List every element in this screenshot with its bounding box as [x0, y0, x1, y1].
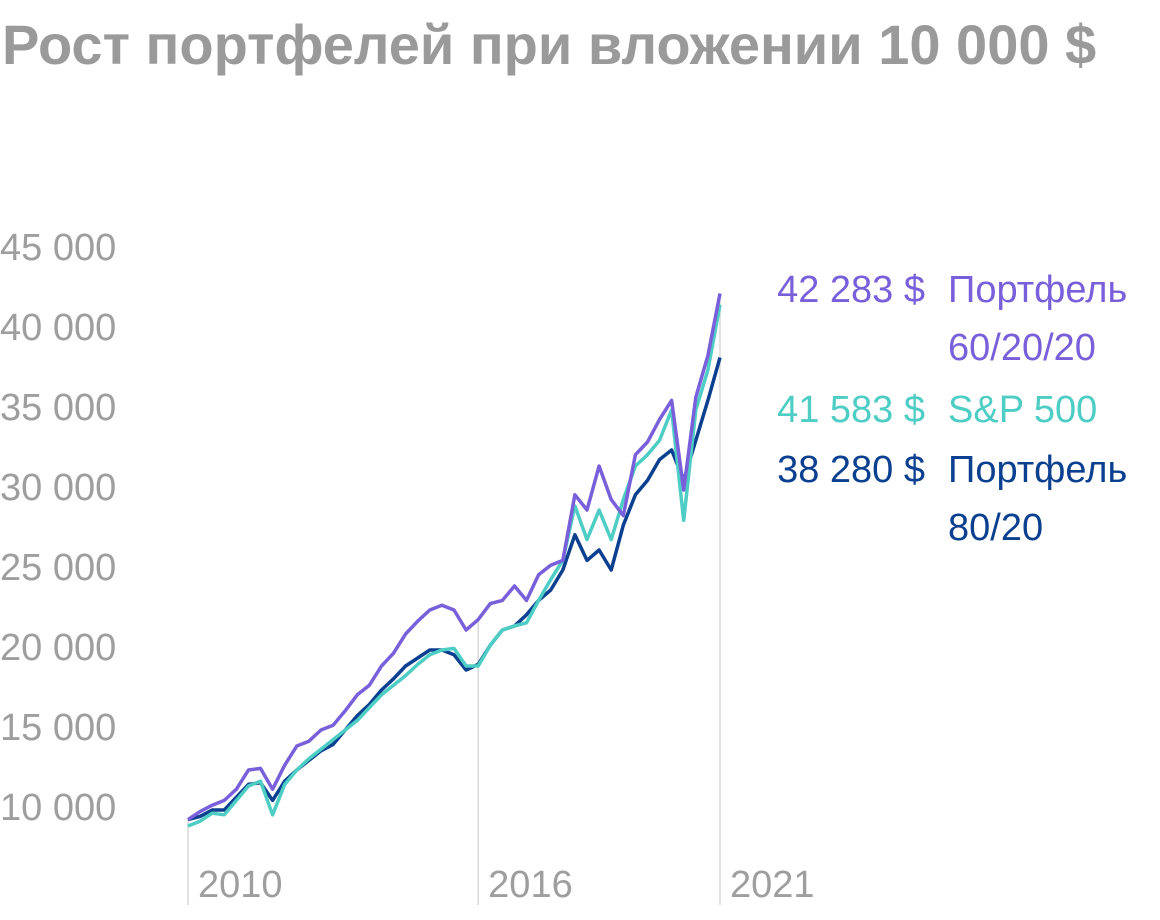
y-tick-label: 10 000 [0, 787, 116, 829]
y-tick-label: 25 000 [0, 547, 116, 589]
legend-label: Портфель 80/20 [948, 449, 1128, 549]
chart-title: Рост портфелей при вложении 10 000 $ [2, 13, 1097, 76]
legend-label: S&P 500 [948, 389, 1098, 431]
x-tick-label: 2021 [730, 864, 815, 906]
series-line [187, 304, 722, 828]
x-tick-label: 2010 [198, 864, 283, 906]
y-tick-label: 30 000 [0, 467, 116, 509]
series-line [187, 293, 722, 822]
x-tick-label: 2016 [488, 864, 573, 906]
value-label: 42 283 $ [777, 269, 925, 311]
series-line [187, 357, 722, 822]
legend-label: Портфель 60/20/20 [948, 269, 1128, 369]
value-label: 41 583 $ [777, 389, 925, 431]
y-tick-label: 40 000 [0, 307, 116, 349]
y-tick-label: 45 000 [0, 227, 116, 269]
y-tick-label: 35 000 [0, 387, 116, 429]
value-label: 38 280 $ [777, 449, 925, 491]
y-tick-label: 20 000 [0, 627, 116, 669]
y-tick-label: 15 000 [0, 707, 116, 749]
